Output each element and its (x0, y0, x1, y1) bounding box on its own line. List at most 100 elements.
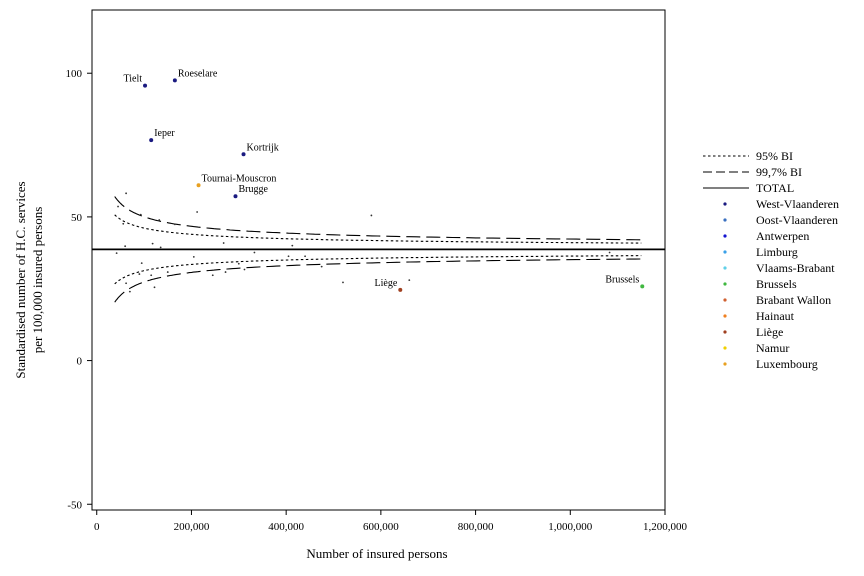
x-tick-label: 1,200,000 (643, 521, 688, 533)
data-point (253, 251, 256, 254)
data-point (243, 268, 246, 271)
x-tick-label: 400,000 (268, 521, 304, 533)
legend-label: 95% BI (756, 149, 793, 163)
legend-label: West-Vlaanderen (756, 197, 839, 211)
plot-area: Roeselare Tielt Ieper Kortrijk Tournai-Mousc… (92, 68, 665, 303)
legend-label: Brussels (756, 277, 797, 291)
data-point (115, 252, 118, 255)
data-point (125, 192, 127, 195)
data-point-label: Tielt (124, 74, 143, 85)
data-point (117, 205, 119, 208)
legend-marker (723, 218, 727, 222)
data-point-label: Kortrijk (247, 142, 279, 153)
legend-marker (723, 346, 727, 350)
legend-item: TOTAL (703, 181, 794, 195)
data-point (140, 262, 143, 265)
data-point (192, 255, 195, 258)
ci997-upper-line (114, 196, 642, 241)
x-axis-title: Number of insured persons (306, 546, 447, 561)
legend-item: Vlaams-Brabant (723, 261, 835, 275)
data-point (287, 255, 290, 258)
legend-item: Oost-Vlaanderen (723, 213, 838, 227)
data-point-labeled (233, 194, 238, 199)
data-point (211, 274, 214, 277)
legend-item: West-Vlaanderen (723, 197, 839, 211)
legend-label: Brabant Wallon (756, 293, 831, 307)
legend-marker (723, 202, 727, 206)
legend-item: Liège (723, 325, 783, 339)
legend-item: Brussels (723, 277, 797, 291)
x-tick-label: 800,000 (458, 521, 494, 533)
data-point (122, 222, 125, 225)
legend-marker (723, 298, 727, 302)
data-point (320, 265, 323, 268)
legend-label: Namur (756, 341, 789, 355)
legend-item: Antwerpen (723, 229, 809, 243)
legend-label: Antwerpen (756, 229, 809, 243)
data-point (173, 223, 176, 226)
legend-label: 99,7% BI (756, 165, 802, 179)
data-point (139, 213, 142, 216)
data-point-labeled (196, 183, 201, 188)
x-tick-label: 1,000,000 (548, 521, 593, 533)
data-point (159, 246, 162, 249)
data-point (224, 271, 227, 273)
data-point (304, 255, 306, 258)
data-point (370, 214, 373, 217)
x-tick-label: 200,000 (174, 521, 210, 533)
ci95-lower-line (114, 255, 642, 285)
data-point-label: Brussels (605, 274, 639, 285)
y-tick-label: 100 (66, 68, 83, 80)
legend-item: Namur (723, 341, 789, 355)
data-point (158, 219, 161, 221)
legend-label: TOTAL (756, 181, 794, 195)
data-point (291, 244, 294, 247)
plot-marks (92, 78, 665, 303)
legend-marker (723, 266, 727, 270)
legend-item: Luxembourg (723, 357, 818, 371)
legend-label: Hainaut (756, 309, 795, 323)
legend: 95% BI 99,7% BI TOTAL West-Vlaanderen Oost-V… (703, 149, 839, 371)
data-point-labeled (149, 138, 154, 143)
data-point-labeled (398, 287, 403, 292)
data-point-labeled (143, 83, 148, 88)
data-point (128, 290, 131, 293)
data-point-label: Tournai-Mouscron (202, 173, 277, 184)
legend-marker (723, 330, 727, 334)
x-tick-label: 600,000 (363, 521, 399, 533)
data-point-label: Liège (375, 278, 398, 289)
legend-label: Limburg (756, 245, 798, 259)
data-point-labeled (640, 284, 645, 289)
y-axis-title-line-2: per 100,000 insured persons (30, 207, 45, 354)
legend-marker (723, 282, 727, 286)
data-point (166, 271, 169, 273)
legend-item: Hainaut (723, 309, 795, 323)
axes: 0 200,000 400,000 600,000 800,000 1,000,000 1,… (66, 68, 688, 533)
data-point (150, 274, 153, 277)
legend-item: Brabant Wallon (723, 293, 831, 307)
y-tick-label: 0 (77, 356, 83, 368)
legend-marker (723, 314, 727, 318)
data-point-label: Ieper (154, 128, 175, 139)
y-tick-label: -50 (67, 499, 82, 511)
data-point-label: Brugge (238, 184, 268, 195)
data-point (608, 251, 611, 254)
legend-label: Luxembourg (756, 357, 818, 371)
legend-item: Limburg (723, 245, 798, 259)
data-point (222, 242, 225, 244)
plot-frame (91, 9, 666, 511)
data-point (237, 262, 240, 265)
legend-item: 99,7% BI (703, 165, 802, 179)
y-tick-label: 50 (71, 212, 83, 224)
data-point (125, 282, 127, 285)
legend-item: 95% BI (703, 149, 793, 163)
legend-label: Oost-Vlaanderen (756, 213, 838, 227)
data-point (196, 211, 199, 213)
data-point (138, 273, 141, 275)
data-point (408, 279, 411, 282)
ci997-lower-line (114, 258, 642, 303)
data-point (342, 281, 344, 284)
data-point-labeled (241, 152, 246, 157)
legend-marker (723, 234, 727, 238)
